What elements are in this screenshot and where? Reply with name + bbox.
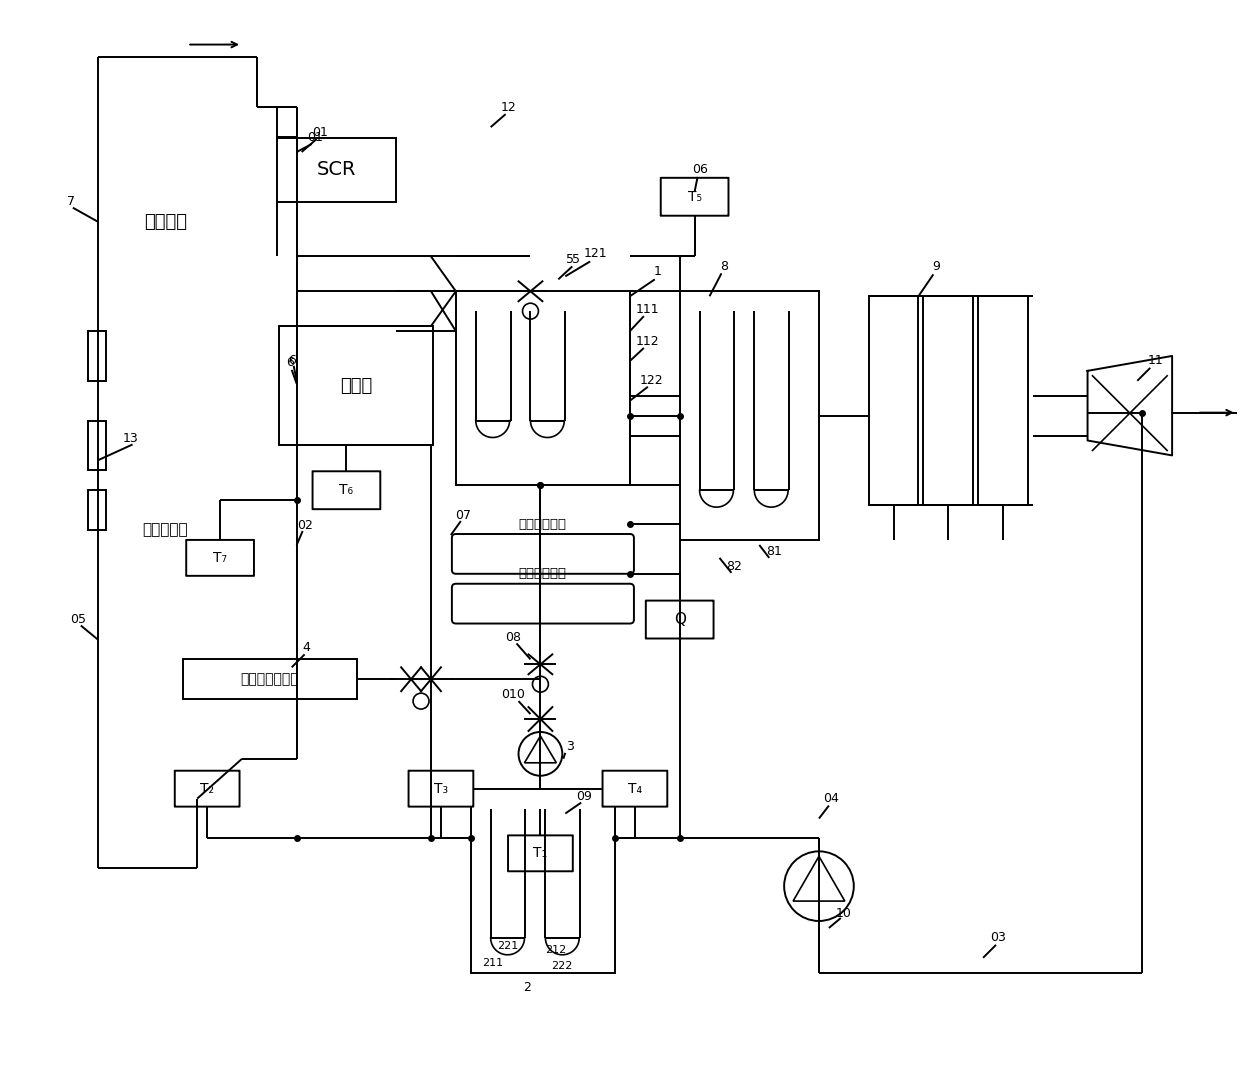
Text: 锅炉本体: 锅炉本体 — [144, 213, 187, 231]
Text: 81: 81 — [766, 546, 782, 559]
Text: T₆: T₆ — [340, 483, 353, 498]
Bar — [978, 296, 1028, 505]
FancyBboxPatch shape — [603, 771, 667, 806]
Bar — [471, 788, 615, 973]
FancyBboxPatch shape — [186, 540, 254, 576]
FancyBboxPatch shape — [451, 584, 634, 624]
Text: 5: 5 — [572, 253, 580, 266]
Text: T₁: T₁ — [533, 846, 548, 861]
FancyBboxPatch shape — [312, 471, 381, 509]
Text: 09: 09 — [577, 790, 593, 803]
Text: 221: 221 — [497, 941, 518, 951]
FancyBboxPatch shape — [175, 771, 239, 806]
Text: 回机组凝结水: 回机组凝结水 — [518, 518, 567, 531]
Text: T₃: T₃ — [434, 782, 448, 796]
Text: 01: 01 — [311, 126, 327, 139]
Bar — [277, 138, 396, 202]
Text: 82: 82 — [727, 561, 743, 574]
Bar — [869, 296, 919, 505]
Text: 空预器: 空预器 — [340, 377, 372, 395]
Text: 11: 11 — [1147, 355, 1163, 367]
Bar — [88, 421, 105, 470]
Text: Q: Q — [673, 612, 686, 627]
Text: 121: 121 — [583, 247, 606, 260]
Text: 13: 13 — [123, 431, 139, 445]
Text: 6: 6 — [288, 355, 295, 367]
Bar — [88, 331, 105, 381]
Text: 02: 02 — [296, 519, 312, 532]
Text: 低氮燃烧器: 低氮燃烧器 — [143, 522, 188, 537]
Text: 05: 05 — [69, 613, 86, 626]
Bar — [456, 292, 630, 485]
Text: 7: 7 — [67, 195, 74, 208]
Text: 6: 6 — [285, 357, 294, 370]
Text: 212: 212 — [544, 945, 565, 955]
Text: 1: 1 — [653, 265, 662, 278]
Text: 导热油补充系统: 导热油补充系统 — [241, 672, 299, 687]
Bar — [279, 326, 434, 445]
FancyBboxPatch shape — [508, 835, 573, 871]
Text: 机组凝结水来: 机组凝结水来 — [518, 567, 567, 580]
Text: 010: 010 — [502, 688, 526, 701]
Text: 211: 211 — [482, 958, 503, 968]
Text: 08: 08 — [506, 631, 522, 644]
Text: 222: 222 — [552, 961, 573, 971]
Text: 5: 5 — [567, 253, 574, 266]
Text: T₂: T₂ — [200, 782, 215, 796]
Text: SCR: SCR — [316, 160, 356, 179]
Text: 03: 03 — [990, 931, 1006, 944]
Bar — [88, 490, 105, 530]
Text: 01: 01 — [306, 130, 322, 143]
Text: 122: 122 — [640, 374, 663, 388]
Text: 3: 3 — [567, 740, 574, 753]
Text: 2: 2 — [523, 981, 532, 994]
Bar — [924, 296, 973, 505]
Text: 4: 4 — [303, 641, 310, 654]
FancyBboxPatch shape — [661, 177, 728, 216]
Text: 12: 12 — [501, 100, 516, 113]
Text: 9: 9 — [932, 260, 940, 273]
Text: T₅: T₅ — [688, 190, 702, 204]
Bar — [680, 292, 818, 540]
Text: 07: 07 — [455, 508, 471, 521]
Text: 04: 04 — [823, 792, 838, 805]
FancyBboxPatch shape — [408, 771, 474, 806]
Text: T₇: T₇ — [213, 551, 227, 565]
Text: 8: 8 — [720, 260, 728, 273]
FancyBboxPatch shape — [451, 534, 634, 574]
Text: 111: 111 — [636, 302, 660, 316]
Text: T₄: T₄ — [627, 782, 642, 796]
FancyBboxPatch shape — [646, 600, 713, 639]
Text: 112: 112 — [636, 334, 660, 347]
Bar — [182, 659, 357, 700]
Text: 10: 10 — [836, 907, 852, 920]
Text: 06: 06 — [692, 163, 708, 176]
